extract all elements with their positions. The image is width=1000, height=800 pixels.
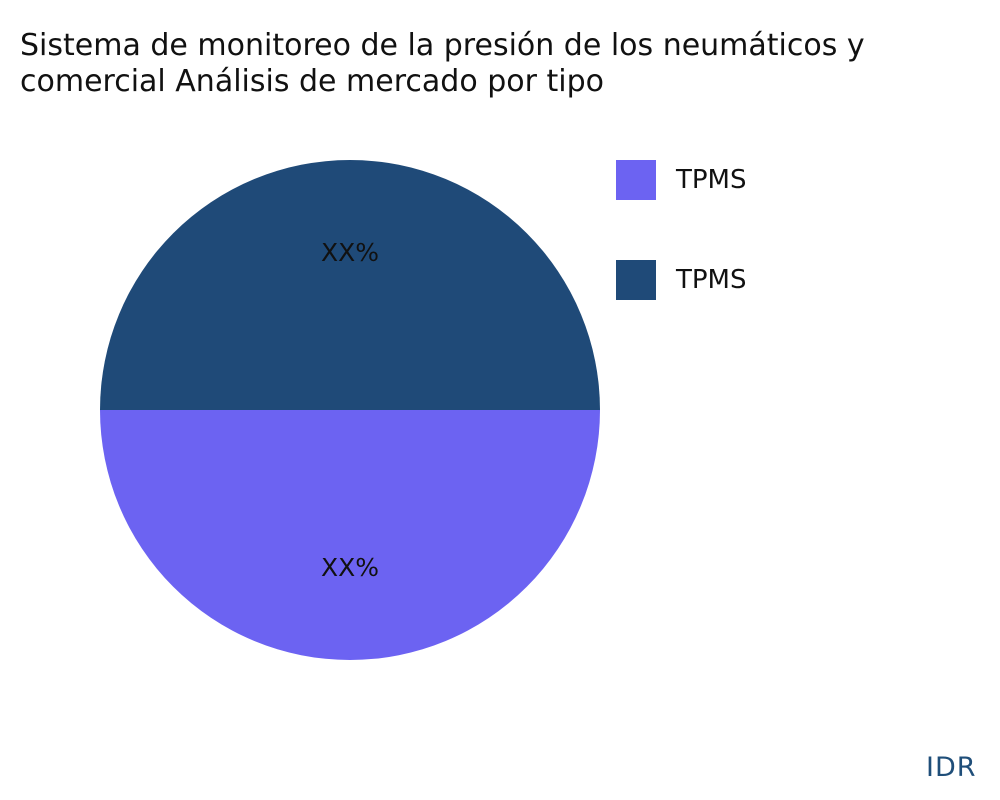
legend-label-1: TPMS [675,165,747,195]
brand-watermark: IDR [926,752,977,783]
chart-title-line-2: comercial Análisis de mercado por tipo [20,64,604,99]
legend-swatch-1 [616,160,656,200]
pie-slice-1 [100,410,600,660]
slice-label-1: XX% [321,553,379,582]
legend-label-2: TPMS [675,265,747,295]
slice-label-2: XX% [321,238,379,267]
chart-title-line-1: Sistema de monitoreo de la presión de lo… [20,28,865,63]
chart-title: Sistema de monitoreo de la presión de lo… [20,28,1000,100]
pie-slice-2 [100,160,600,410]
legend-swatch-2 [616,260,656,300]
